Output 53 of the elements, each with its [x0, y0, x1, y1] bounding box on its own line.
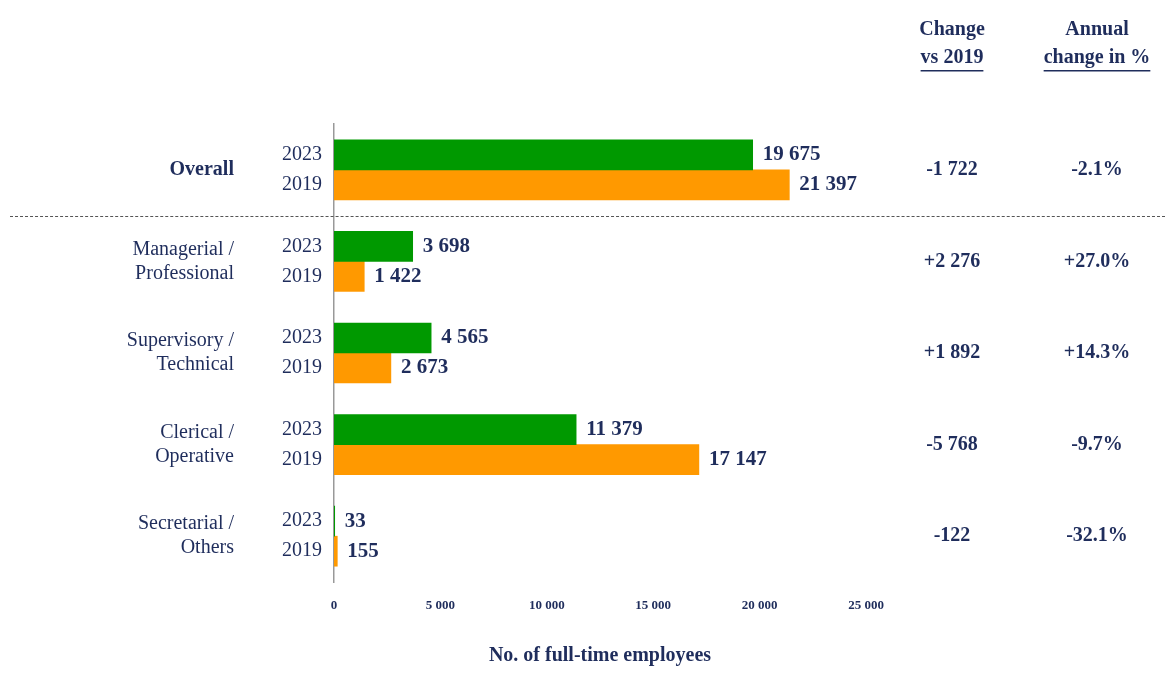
data-label: 11 379 — [586, 416, 643, 441]
series-label: 2019 — [282, 172, 322, 195]
text: Change vs 2019 — [919, 17, 985, 68]
text: +2 276 — [923, 248, 981, 271]
text: 2019 — [282, 538, 322, 561]
bar — [334, 444, 700, 475]
bar — [334, 535, 338, 567]
data-label: 19 675 — [762, 141, 821, 166]
x-tick-label: 20 000 — [741, 597, 778, 613]
y-tick-label: Overall — [169, 156, 235, 179]
data-label: 3 698 — [422, 232, 470, 257]
x-tick-label: 0 — [330, 597, 338, 613]
bar — [334, 261, 365, 292]
data-label: 2 673 — [400, 354, 449, 379]
bar — [334, 322, 432, 354]
text: -1 722 — [926, 156, 978, 179]
text: -5 768 — [926, 431, 978, 454]
data-label: 33 — [344, 507, 366, 532]
x-tick-label: 25 000 — [848, 597, 884, 613]
y-tick-label: Managerial / Professional — [132, 236, 235, 283]
text: 2023 — [282, 325, 322, 348]
text: 2023 — [282, 233, 322, 256]
bar — [334, 139, 754, 171]
data-label: 1 422 — [374, 262, 422, 287]
bar — [334, 169, 790, 201]
bar — [334, 414, 577, 445]
x-axis-title: No. of full-time employees — [488, 642, 712, 666]
bar — [334, 231, 414, 262]
x-tick-label: 10 000 — [528, 597, 565, 613]
text: -9.7% — [1071, 431, 1123, 454]
y-tick-label: Clerical / Operative — [155, 419, 235, 467]
text: 2019 — [282, 355, 322, 378]
text: +1 892 — [923, 340, 981, 363]
text: -32.1% — [1066, 523, 1128, 546]
x-tick-label: 5 000 — [425, 597, 456, 613]
data-label: 17 147 — [708, 446, 767, 471]
text: 2023 — [282, 508, 322, 531]
text: -122 — [933, 523, 971, 546]
text: -2.1% — [1071, 156, 1123, 179]
data-label: 21 397 — [799, 171, 858, 196]
bar — [334, 352, 392, 384]
data-label: 4 565 — [441, 324, 489, 349]
text: +27.0% — [1063, 248, 1131, 271]
y-tick-label: Secretarial / Others — [137, 511, 235, 558]
text: 2019 — [282, 263, 322, 286]
text: 2019 — [282, 446, 322, 469]
text: Annual change in % — [1043, 17, 1151, 69]
text: +14.3% — [1063, 340, 1131, 363]
y-tick-label: Supervisory / Technical — [126, 328, 235, 375]
data-label: 155 — [347, 537, 379, 562]
series-label: 2023 — [282, 142, 322, 165]
text: 2023 — [282, 416, 322, 439]
x-tick-label: 15 000 — [635, 597, 672, 613]
